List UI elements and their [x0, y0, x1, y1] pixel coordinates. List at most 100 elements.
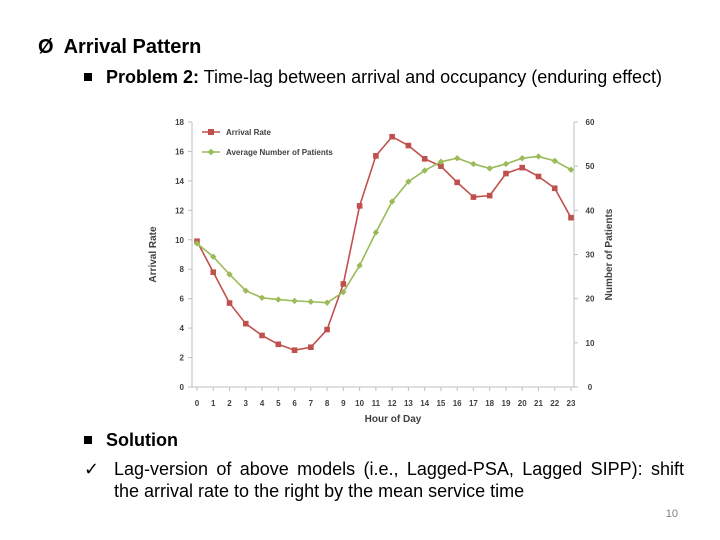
solution-detail: ✓ Lag-version of above models (i.e., Lag… — [84, 458, 684, 502]
x-tick-label: 11 — [372, 399, 381, 408]
series-2-point — [323, 299, 331, 306]
y-tick-label: 2 — [180, 354, 185, 363]
y2-tick-label: 60 — [586, 118, 595, 127]
x-tick-label: 10 — [355, 399, 364, 408]
series-line-1 — [196, 135, 572, 352]
series-2-point — [210, 253, 217, 260]
x-tick-label: 7 — [309, 399, 314, 408]
series-1-point — [470, 194, 477, 200]
y-tick-label: 12 — [175, 206, 184, 215]
series-2-point — [519, 155, 526, 162]
y2-tick-label: 50 — [586, 162, 595, 171]
solution-label: Solution — [106, 430, 178, 450]
series-1-point — [308, 344, 314, 351]
x-tick-label: 21 — [534, 399, 543, 408]
x-tick-label: 14 — [420, 399, 429, 408]
series-1-point — [242, 320, 249, 327]
series-1-point — [535, 173, 542, 180]
y2-tick-label: 30 — [586, 251, 595, 260]
x-tick-label: 12 — [388, 399, 397, 408]
series-2-point — [226, 271, 233, 278]
y2-tick-label: 0 — [588, 383, 593, 392]
series-1-point — [438, 163, 444, 169]
series-1-point — [210, 269, 217, 275]
series-1-point — [568, 214, 574, 221]
x-tick-label: 17 — [469, 399, 478, 408]
series-1-point — [389, 133, 395, 140]
x-tick-label: 19 — [502, 399, 511, 408]
series-line-2 — [196, 155, 572, 304]
series-1-point — [486, 192, 493, 199]
series-2-point — [275, 296, 282, 303]
solution-text: Lag-version of above models (i.e., Lagge… — [114, 459, 684, 501]
legend-marker-1 — [208, 129, 214, 135]
x-tick-label: 2 — [227, 399, 232, 408]
problem-statement: Problem 2: Time-lag between arrival and … — [84, 66, 684, 88]
x-tick-label: 13 — [404, 399, 413, 408]
series-1-point — [259, 332, 265, 339]
series-1-point — [503, 170, 509, 177]
legend-label-1: Arrival Rate — [226, 128, 271, 137]
x-tick-label: 1 — [211, 399, 216, 408]
x-tick-label: 23 — [567, 399, 576, 408]
series-1-point — [551, 185, 558, 192]
solution-heading: Solution — [84, 430, 178, 451]
x-axis-label: Hour of Day — [365, 414, 422, 425]
arrow-bullet-icon: Ø — [38, 36, 54, 58]
heading-text: Arrival Pattern — [63, 36, 202, 58]
series-2-point — [258, 294, 266, 301]
series-2-point — [502, 160, 510, 168]
square-bullet-icon — [84, 73, 92, 81]
series-1-point — [421, 156, 428, 162]
x-tick-label: 18 — [485, 399, 494, 408]
check-bullet-icon: ✓ — [84, 459, 100, 479]
series-2-point — [340, 288, 347, 296]
y2-tick-label: 40 — [586, 206, 595, 215]
square-bullet-icon — [84, 436, 92, 444]
problem-text: Problem 2: Time-lag between arrival and … — [106, 66, 684, 88]
y-tick-label: 16 — [175, 147, 184, 156]
problem-description: Time-lag between arrival and occupancy (… — [199, 67, 662, 87]
series-2-point — [551, 157, 558, 165]
y2-tick-label: 20 — [586, 295, 595, 304]
series-2-point — [372, 229, 380, 236]
series-2-point — [291, 297, 298, 305]
series-2-point — [567, 166, 575, 173]
series-1-point — [340, 281, 347, 287]
series-1-point — [291, 347, 298, 353]
x-tick-label: 16 — [453, 399, 462, 408]
y-tick-label: 14 — [175, 177, 184, 186]
series-1-point — [226, 300, 233, 306]
y-tick-label: 4 — [180, 324, 185, 333]
series-2-point — [242, 287, 249, 294]
y-tick-label: 10 — [175, 236, 184, 245]
problem-label: Problem 2: — [106, 67, 200, 87]
series-2-point — [470, 160, 477, 168]
series-1-point — [373, 153, 379, 159]
y-tick-label: 6 — [180, 295, 185, 304]
x-tick-label: 6 — [292, 399, 297, 408]
x-tick-label: 22 — [550, 399, 559, 408]
x-tick-label: 15 — [436, 399, 445, 408]
x-tick-label: 4 — [260, 399, 265, 408]
series-1-point — [356, 203, 363, 209]
series-2-point — [388, 198, 396, 205]
series-2-point — [486, 165, 493, 172]
x-tick-label: 9 — [341, 399, 346, 408]
series-2-point — [307, 298, 315, 305]
series-2-point — [421, 167, 428, 174]
series-1-point — [275, 341, 282, 348]
y2-axis-label: Number of Patients — [604, 208, 615, 300]
x-tick-label: 3 — [244, 399, 249, 408]
series-2-point — [453, 155, 461, 162]
legend-marker-2 — [207, 148, 215, 156]
y2-tick-label: 10 — [586, 339, 595, 348]
x-tick-label: 5 — [276, 399, 281, 408]
series-2-point — [356, 262, 363, 269]
y-tick-label: 0 — [180, 383, 185, 392]
legend-label-2: Average Number of Patients — [226, 148, 333, 157]
x-tick-label: 20 — [518, 399, 527, 408]
series-1-point — [454, 179, 460, 186]
y-axis-label: Arrival Rate — [148, 226, 159, 283]
